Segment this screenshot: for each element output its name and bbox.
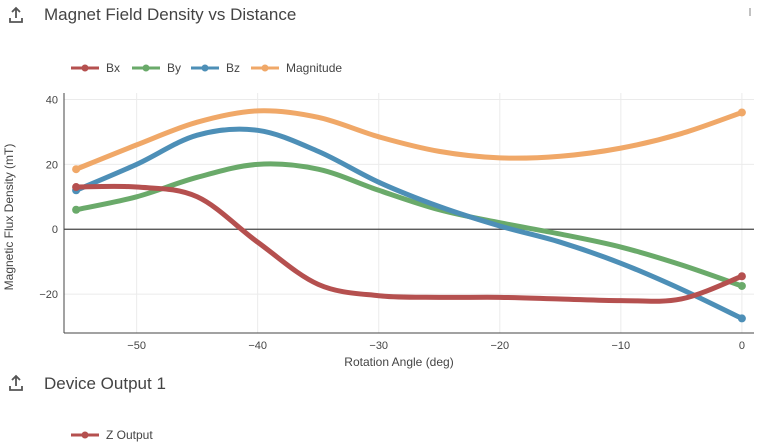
collapse-icon[interactable] — [748, 6, 758, 18]
legend-swatch — [132, 64, 160, 72]
legend-item-z-output[interactable]: Z Output — [70, 425, 153, 445]
y-tick-label: −20 — [39, 289, 58, 301]
series-point-magnitude — [737, 108, 746, 117]
x-tick-label: −40 — [248, 340, 267, 352]
series-point-bx — [72, 183, 81, 192]
legend-label: Z Output — [106, 428, 153, 442]
y-tick-label: 40 — [46, 94, 58, 106]
y-axis-title: Magnetic Flux Density (mT) — [2, 144, 16, 291]
line-chart: −50 −40 −30 −20 −10 0 −20 0 20 40 Rotation Angle (… — [2, 93, 754, 369]
x-tick-label: 0 — [739, 340, 745, 352]
legend-swatch — [71, 431, 99, 439]
section-header-device-output: Device Output 1 — [0, 368, 764, 398]
x-tick-label: −50 — [127, 340, 146, 352]
series-line-magnitude — [73, 108, 745, 172]
series-point-bx — [737, 272, 746, 281]
legend-item-magnitude[interactable]: Magnitude — [250, 58, 342, 78]
y-tick-label: 20 — [46, 159, 58, 171]
upload-icon[interactable] — [8, 6, 24, 24]
series-point-magnitude — [72, 165, 81, 174]
legend-swatch — [191, 64, 219, 72]
series-point-by — [72, 205, 81, 214]
y-tick-label: 0 — [52, 224, 58, 236]
x-axis-title: Rotation Angle (deg) — [344, 355, 453, 369]
x-tick-label: −30 — [369, 340, 388, 352]
legend-label: By — [167, 61, 182, 75]
series-point-by — [737, 281, 746, 290]
section-title: Device Output 1 — [44, 374, 166, 393]
legend-label: Magnitude — [286, 61, 343, 75]
series-line-bx — [73, 183, 745, 304]
legend-item-bz[interactable]: Bz — [190, 58, 240, 78]
section-header-magnet-field: Magnet Field Density vs Distance — [0, 0, 764, 30]
chart-legend: Bx By Bz Magnitude — [0, 58, 764, 78]
legend-item-bx[interactable]: Bx — [70, 58, 120, 78]
series-line-bz — [73, 126, 745, 321]
legend-swatch — [71, 64, 99, 72]
legend-label: Bz — [226, 61, 241, 75]
legend-swatch — [251, 64, 279, 72]
section-title: Magnet Field Density vs Distance — [44, 5, 297, 24]
series-point-bz — [737, 314, 746, 323]
legend-item-by[interactable]: By — [131, 58, 181, 78]
series-line-by — [73, 161, 745, 289]
chart-legend: Z Output — [0, 425, 764, 445]
x-tick-label: −20 — [490, 340, 509, 352]
legend-label: Bx — [106, 61, 121, 75]
x-tick-label: −10 — [612, 340, 631, 352]
upload-icon[interactable] — [8, 374, 24, 392]
